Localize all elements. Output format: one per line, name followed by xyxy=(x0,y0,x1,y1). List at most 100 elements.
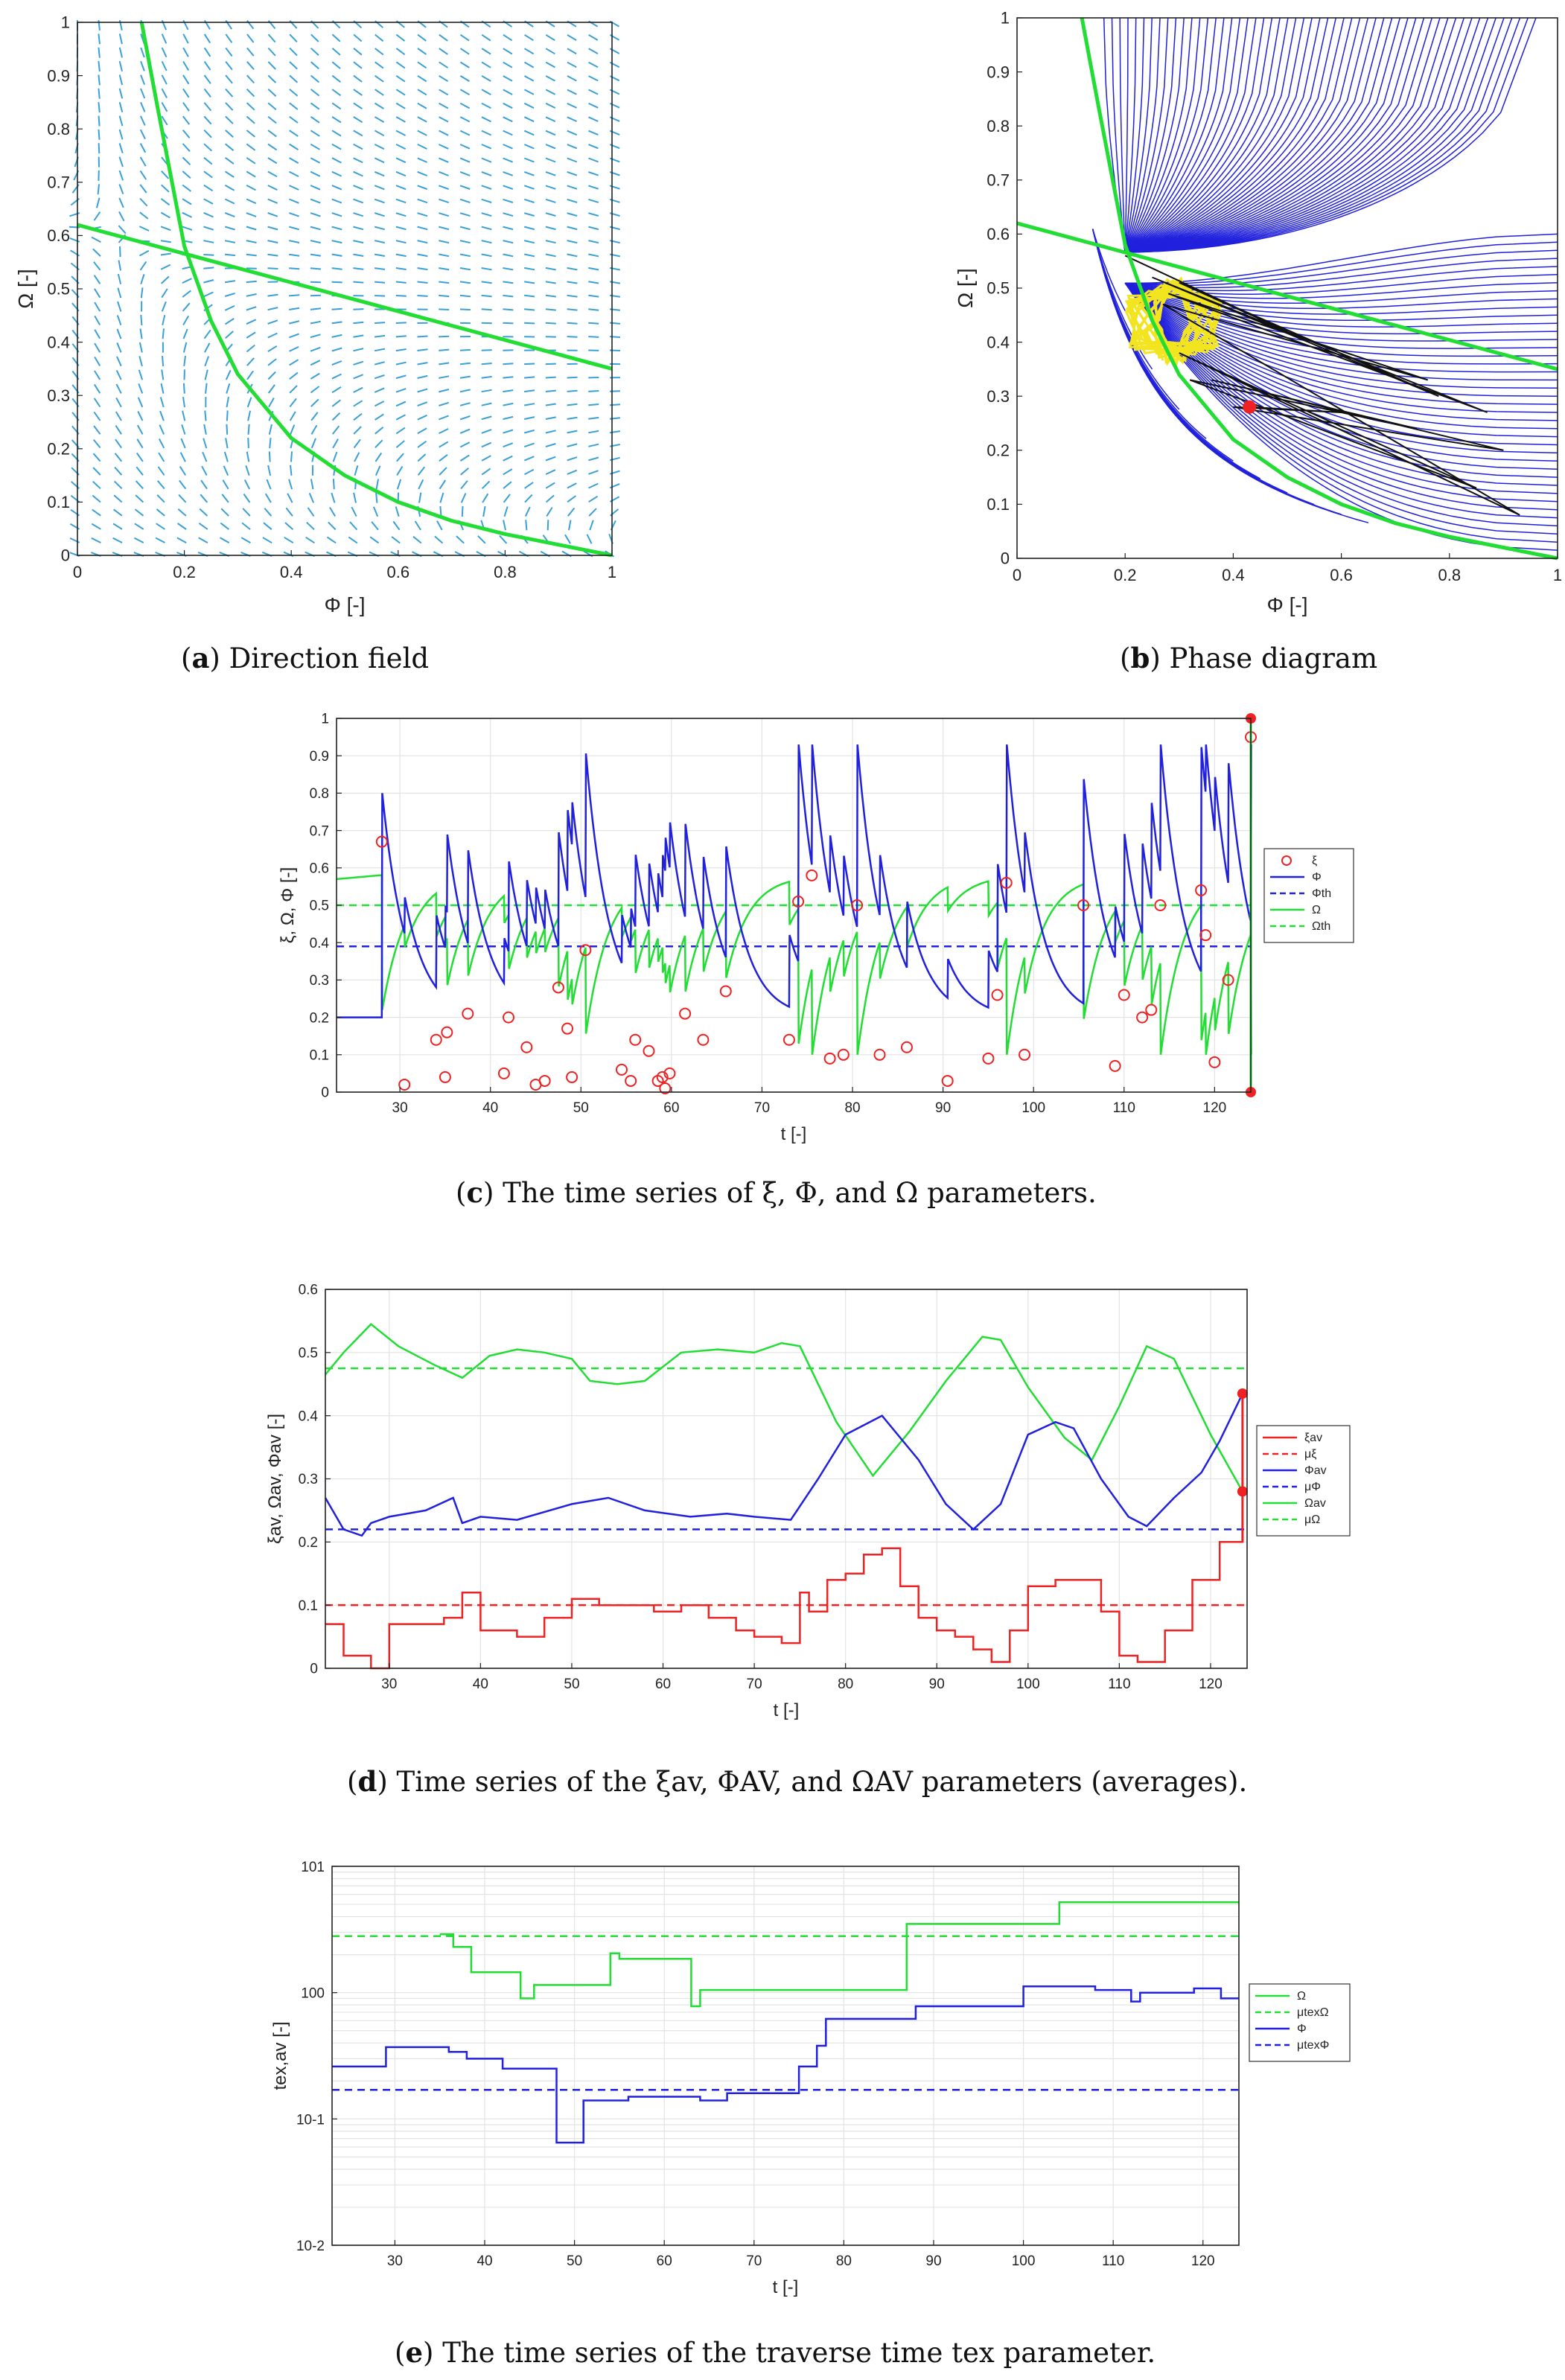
chart-a-arrow xyxy=(523,170,535,176)
chart-a-arrow xyxy=(545,363,556,366)
chart-a-arrow xyxy=(115,411,122,421)
chart-a-arrow xyxy=(567,376,578,379)
chart-a-arrow xyxy=(246,115,255,124)
chart-b-trajectory-upper xyxy=(1124,17,1249,253)
chart-a-arrow xyxy=(353,116,363,124)
chart-a-arrow xyxy=(331,399,341,407)
chart-c-xlabel: t [-] xyxy=(781,1124,807,1144)
chart-a-arrow xyxy=(353,212,364,217)
chart-a-arrow xyxy=(161,275,170,284)
chart-a-arrow xyxy=(310,240,321,244)
chart-a-arrow xyxy=(481,468,491,476)
chart-a-arrow xyxy=(289,345,299,352)
chart-a-arrow xyxy=(289,226,300,231)
chart-a-arrow xyxy=(374,348,386,352)
chart-a-arrow xyxy=(417,466,426,476)
chart-a-arrow xyxy=(503,75,513,82)
chart-a-arrow xyxy=(523,130,535,136)
chart-a-arrow xyxy=(182,129,191,138)
chart-a-arrow xyxy=(224,293,235,297)
chart-c-xi-point-25 xyxy=(719,985,732,998)
chart-a-arrow xyxy=(95,197,101,208)
chart-c-xi-point-26 xyxy=(782,1033,795,1046)
chart-a-arrow xyxy=(113,494,123,503)
chart-a-arrow xyxy=(118,184,124,194)
chart-a-arrow xyxy=(417,401,428,407)
chart-a-arrow xyxy=(203,329,211,339)
chart-a-arrow xyxy=(567,48,577,55)
chart-a-arrow xyxy=(162,328,165,339)
chart-a-arrow xyxy=(332,425,340,435)
chart-a-arrow xyxy=(460,480,468,490)
chart-a-arrow xyxy=(203,291,214,298)
chart-a-arrow xyxy=(439,505,442,517)
chart-b-trajectory-upper xyxy=(1124,17,1201,253)
chart-a-arrow xyxy=(284,536,294,544)
chart-a-arrow xyxy=(523,253,535,258)
chart-a-arrow xyxy=(310,346,321,352)
chart-a-arrow xyxy=(503,102,513,109)
chart-a-arrow xyxy=(481,198,492,203)
chart-a-arrow xyxy=(225,61,233,71)
chart-c-xtick-label: 50 xyxy=(573,1100,589,1116)
chart-a-arrow xyxy=(395,401,407,407)
chart-a-arrow xyxy=(395,185,407,191)
chart-a-arrow xyxy=(567,212,578,217)
chart-a-arrow xyxy=(395,102,406,109)
chart-a-arrow xyxy=(459,185,471,190)
chart-e-legend-box xyxy=(1249,1983,1351,2062)
chart-a-arrow xyxy=(417,48,427,55)
chart-a-arrow xyxy=(524,61,535,68)
chart-a-arrow xyxy=(396,465,404,476)
chart-b-phase-diagram: 0 0.2 0.4 0.6 0.8 1 0 0.1 0.2 0.3 0.4 0.5 0.6 0.7 0.8 0… xyxy=(954,9,1562,616)
chart-a-arrow xyxy=(118,170,124,181)
chart-a-arrow xyxy=(115,383,122,394)
chart-a-arrow xyxy=(503,157,513,163)
chart-a-arrow xyxy=(588,456,599,462)
chart-a-arrow xyxy=(117,301,122,312)
chart-a-arrow xyxy=(310,89,320,97)
chart-a-arrow xyxy=(524,403,535,406)
chart-a-arrow xyxy=(417,157,428,163)
chart-a-arrow xyxy=(348,536,358,544)
chart-a-arrow xyxy=(225,34,233,43)
chart-a-arrow xyxy=(310,74,320,83)
chart-a-arrow xyxy=(374,74,384,83)
chart-a-arrow xyxy=(353,143,363,150)
chart-d-xtick-label: 100 xyxy=(1016,1676,1040,1692)
chart-c-xi-point-41 xyxy=(1118,989,1130,1001)
chart-d-legend-label-3: μΦ xyxy=(1304,1481,1321,1493)
chart-a-arrow xyxy=(567,416,578,420)
chart-a-arrow xyxy=(332,438,339,449)
chart-a-arrow xyxy=(140,102,146,112)
chart-a-arrow xyxy=(267,170,278,178)
chart-a-arrow xyxy=(353,492,357,503)
chart-a-arrow xyxy=(112,523,123,530)
chart-a-arrow xyxy=(353,400,363,407)
chart-a-arrow xyxy=(289,47,298,57)
chart-a-direction-field: 0 0.2 0.4 0.6 0.8 1 0 0.1 0.2 0.3 0.4 0.5 0.6 0.7 0.8 0… xyxy=(14,13,621,616)
chart-c-xi-point-14 xyxy=(579,944,592,957)
chart-d-series-1 xyxy=(324,1393,1244,1537)
chart-a-arrow xyxy=(331,74,341,83)
chart-a-arrow xyxy=(545,376,556,379)
chart-a-arrow xyxy=(246,212,257,217)
chart-a-arrow xyxy=(374,157,385,164)
chart-a-arrow xyxy=(481,455,491,462)
chart-d-series-0 xyxy=(325,1323,1243,1493)
chart-a-arrow xyxy=(310,34,319,42)
chart-c-xi-point-38 xyxy=(1019,1048,1031,1061)
chart-a-arrow xyxy=(545,253,556,258)
chart-a-arrow xyxy=(331,253,342,257)
chart-a-arrow xyxy=(182,328,188,339)
chart-a-arrow xyxy=(439,267,450,271)
chart-a-arrow xyxy=(568,520,572,531)
chart-a-arrow xyxy=(460,467,469,476)
chart-a-arrow xyxy=(332,451,338,462)
chart-a-arrow xyxy=(310,412,319,421)
chart-a-arrow xyxy=(412,535,422,544)
chart-a-arrow xyxy=(284,522,294,531)
chart-a-arrow xyxy=(545,267,556,271)
chart-a-arrow xyxy=(417,74,427,83)
chart-a-arrow xyxy=(459,454,470,462)
